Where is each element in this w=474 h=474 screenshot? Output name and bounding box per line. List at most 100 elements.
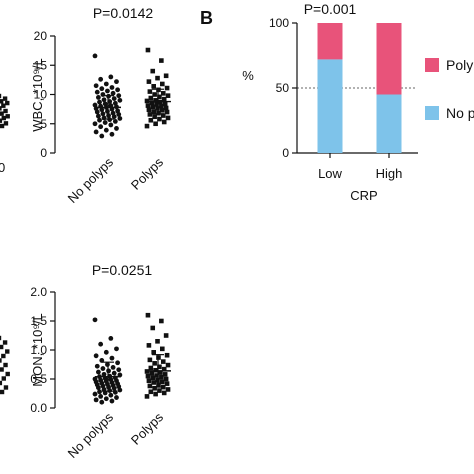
mon-point-polyps: [147, 383, 153, 389]
mon-point-polyps: [160, 359, 166, 364]
partial-bottom-point: [5, 371, 10, 377]
panel-b: B P=0.001 % CRP Low High 0 50 100 Polyp No p: [200, 1, 474, 203]
mon-point-no-polyps: [103, 349, 109, 355]
partial-bottom-point: [0, 380, 3, 386]
wbc-point-polyps: [163, 73, 169, 79]
wbc-point-no-polyps: [95, 95, 101, 100]
mon-x-category-label: Polyps: [128, 409, 167, 448]
wbc-point-no-polyps: [105, 88, 110, 94]
mon-point-polyps: [145, 312, 151, 318]
wbc-point-no-polyps: [117, 97, 123, 103]
mon-point-polyps: [150, 375, 156, 381]
mon-point-polyps: [164, 381, 170, 386]
partial-top-point: [0, 111, 4, 116]
wbc-y-axis-label: WBC, *10⁹/L: [30, 58, 45, 131]
wbc-point-polyps: [161, 96, 167, 102]
mon-p-value-title: P=0.0251: [92, 262, 153, 278]
wbc-point-polyps: [150, 68, 156, 74]
mon-point-polyps: [160, 379, 165, 385]
wbc-point-polyps: [144, 123, 150, 129]
partial-bottom-point: [0, 358, 2, 363]
crp-legend-label-no-polyps: No p: [446, 105, 474, 121]
wbc-point-polyps: [147, 112, 153, 117]
wbc-point-no-polyps: [93, 83, 99, 89]
mon-point-no-polyps: [93, 397, 99, 403]
wbc-scatter-plot: P=0.0142 WBC, *10⁹/L 0 5 10 15 20 No polyps P…: [30, 5, 171, 206]
mon-point-no-polyps: [114, 346, 119, 352]
wbc-point-no-polyps: [99, 133, 105, 139]
wbc-x-category-label: No polyps: [65, 154, 117, 206]
mon-point-polyps: [150, 325, 156, 331]
wbc-point-polyps: [161, 119, 167, 125]
mon-y-tick-label: 0.0: [30, 401, 47, 415]
mon-y-tick-label: 2.0: [30, 285, 47, 299]
partial-bottom-point: [1, 376, 6, 381]
wbc-y-tick-label: 15: [34, 58, 48, 72]
wbc-point-no-polyps: [99, 86, 105, 92]
wbc-point-no-polyps: [97, 99, 102, 105]
wbc-y-tick-label: 5: [40, 117, 47, 131]
wbc-point-polyps: [148, 95, 154, 101]
wbc-point-polyps: [145, 103, 151, 108]
mon-point-polyps: [159, 318, 164, 324]
mon-point-polyps: [159, 374, 164, 380]
wbc-point-polyps: [150, 104, 156, 110]
partial-bottom-point: [2, 340, 8, 345]
partial-top-point: [5, 100, 10, 106]
mon-y-tick-label: 0.5: [30, 372, 47, 386]
wbc-point-no-polyps: [101, 97, 107, 103]
wbc-point-no-polyps: [114, 126, 119, 131]
partial-top-point: [3, 121, 9, 126]
mon-y-tick-label: 1.5: [30, 314, 47, 328]
crp-legend-swatch-no-polyps: [425, 106, 439, 120]
mon-point-no-polyps: [92, 391, 98, 397]
mon-point-no-polyps: [99, 399, 105, 405]
wbc-point-no-polyps: [93, 129, 99, 135]
wbc-point-polyps: [163, 105, 169, 111]
panel-a-partial-top: 0: [0, 93, 10, 175]
wbc-point-no-polyps: [98, 124, 104, 130]
mon-point-no-polyps: [103, 396, 109, 402]
wbc-point-polyps: [148, 117, 154, 123]
mon-point-no-polyps: [97, 389, 102, 395]
wbc-point-no-polyps: [111, 114, 117, 120]
wbc-y-tick-label: 0: [40, 146, 47, 160]
wbc-point-no-polyps: [114, 79, 119, 85]
partial-bottom-point: [1, 353, 6, 359]
mon-point-polyps: [152, 385, 157, 391]
mon-point-no-polyps: [95, 385, 101, 391]
wbc-point-polyps: [152, 114, 157, 120]
mon-point-polyps: [147, 357, 153, 363]
wbc-point-polyps: [146, 107, 152, 113]
wbc-point-no-polyps: [94, 109, 100, 115]
mon-point-polyps: [158, 370, 163, 375]
wbc-point-polyps: [157, 94, 162, 100]
panel-b-letter: B: [200, 8, 213, 28]
wbc-point-polyps: [164, 85, 170, 91]
crp-legend-label-polyps: Polyp: [446, 57, 474, 73]
crp-y-tick-label: 50: [276, 81, 290, 95]
crp-y-tick-label: 100: [269, 16, 289, 30]
wbc-point-polyps: [160, 91, 166, 96]
wbc-point-polyps: [160, 113, 166, 118]
wbc-point-polyps: [159, 103, 164, 109]
mon-point-no-polyps: [111, 370, 117, 376]
mon-point-no-polyps: [95, 369, 101, 375]
mon-point-polyps: [146, 378, 152, 384]
partial-top-point: [0, 123, 5, 129]
wbc-point-polyps: [151, 109, 156, 114]
partial-bottom-point: [0, 335, 2, 341]
wbc-point-polyps: [153, 121, 158, 127]
wbc-x-category-label: Polyps: [128, 154, 167, 193]
mon-point-polyps: [144, 394, 150, 399]
mon-point-polyps: [151, 380, 156, 385]
partial-top-point: [0, 93, 2, 99]
partial-bottom-point: [3, 362, 8, 368]
wbc-point-no-polyps: [92, 53, 98, 59]
mon-point-polyps: [161, 390, 167, 396]
mon-point-polyps: [165, 362, 171, 368]
mon-point-no-polyps: [98, 394, 104, 399]
crp-bar-segment-no-polyps: [317, 59, 343, 153]
crp-bar-segment-polyps: [317, 23, 343, 60]
partial-bottom-point: [5, 349, 10, 354]
